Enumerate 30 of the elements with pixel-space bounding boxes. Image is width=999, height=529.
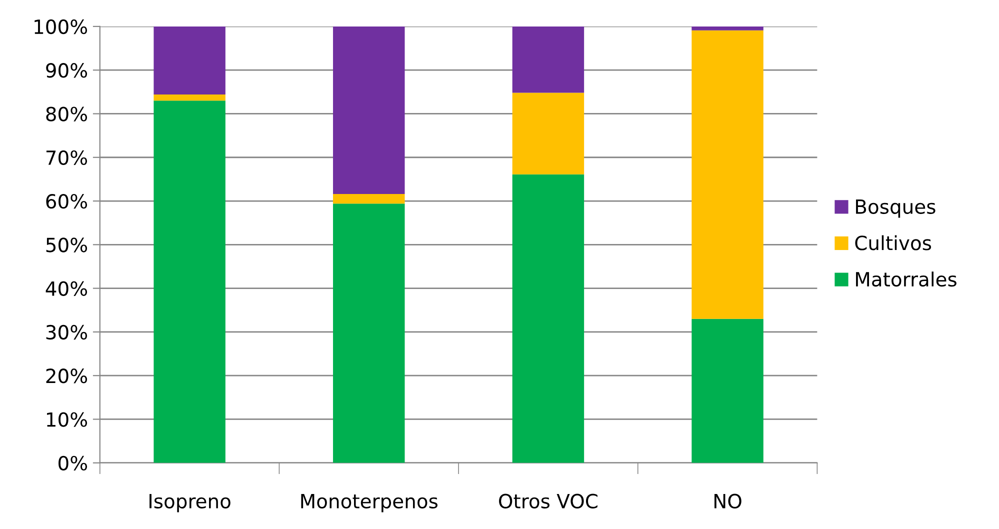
y-tick-label: 50% [46,238,88,252]
y-tick-label: 10% [47,412,88,427]
bar [333,194,405,204]
y-tick-label: 40% [46,281,88,296]
legend-label: Bosques [856,200,936,218]
y-tick-label: 60% [46,194,88,209]
y-tick-label: 80% [46,106,88,122]
x-tick-label: Otros VOC [499,494,598,508]
bar [692,30,764,319]
bar [692,26,764,30]
x-tick-label: NO [714,494,742,508]
x-tick-label: Isopreno [150,494,230,512]
bar [154,26,226,95]
bar [154,94,226,101]
y-tick-label: 0% [58,456,88,471]
bar [333,26,405,194]
y-tick-label: 30% [46,324,88,340]
y-tick-label: 20% [46,368,88,384]
bar [692,318,764,463]
legend-label: Cultivos [855,235,932,250]
x-tick-label: Monoterpenos [301,494,438,512]
bar [512,92,584,174]
y-tick-label: 90% [46,63,88,78]
y-tick-label: 70% [46,150,88,166]
y-tick-label: 100% [34,19,88,34]
bar [512,26,584,93]
bar [512,174,584,463]
bar [333,204,405,463]
legend-label: Matorrales [856,272,956,287]
bar [154,100,226,463]
